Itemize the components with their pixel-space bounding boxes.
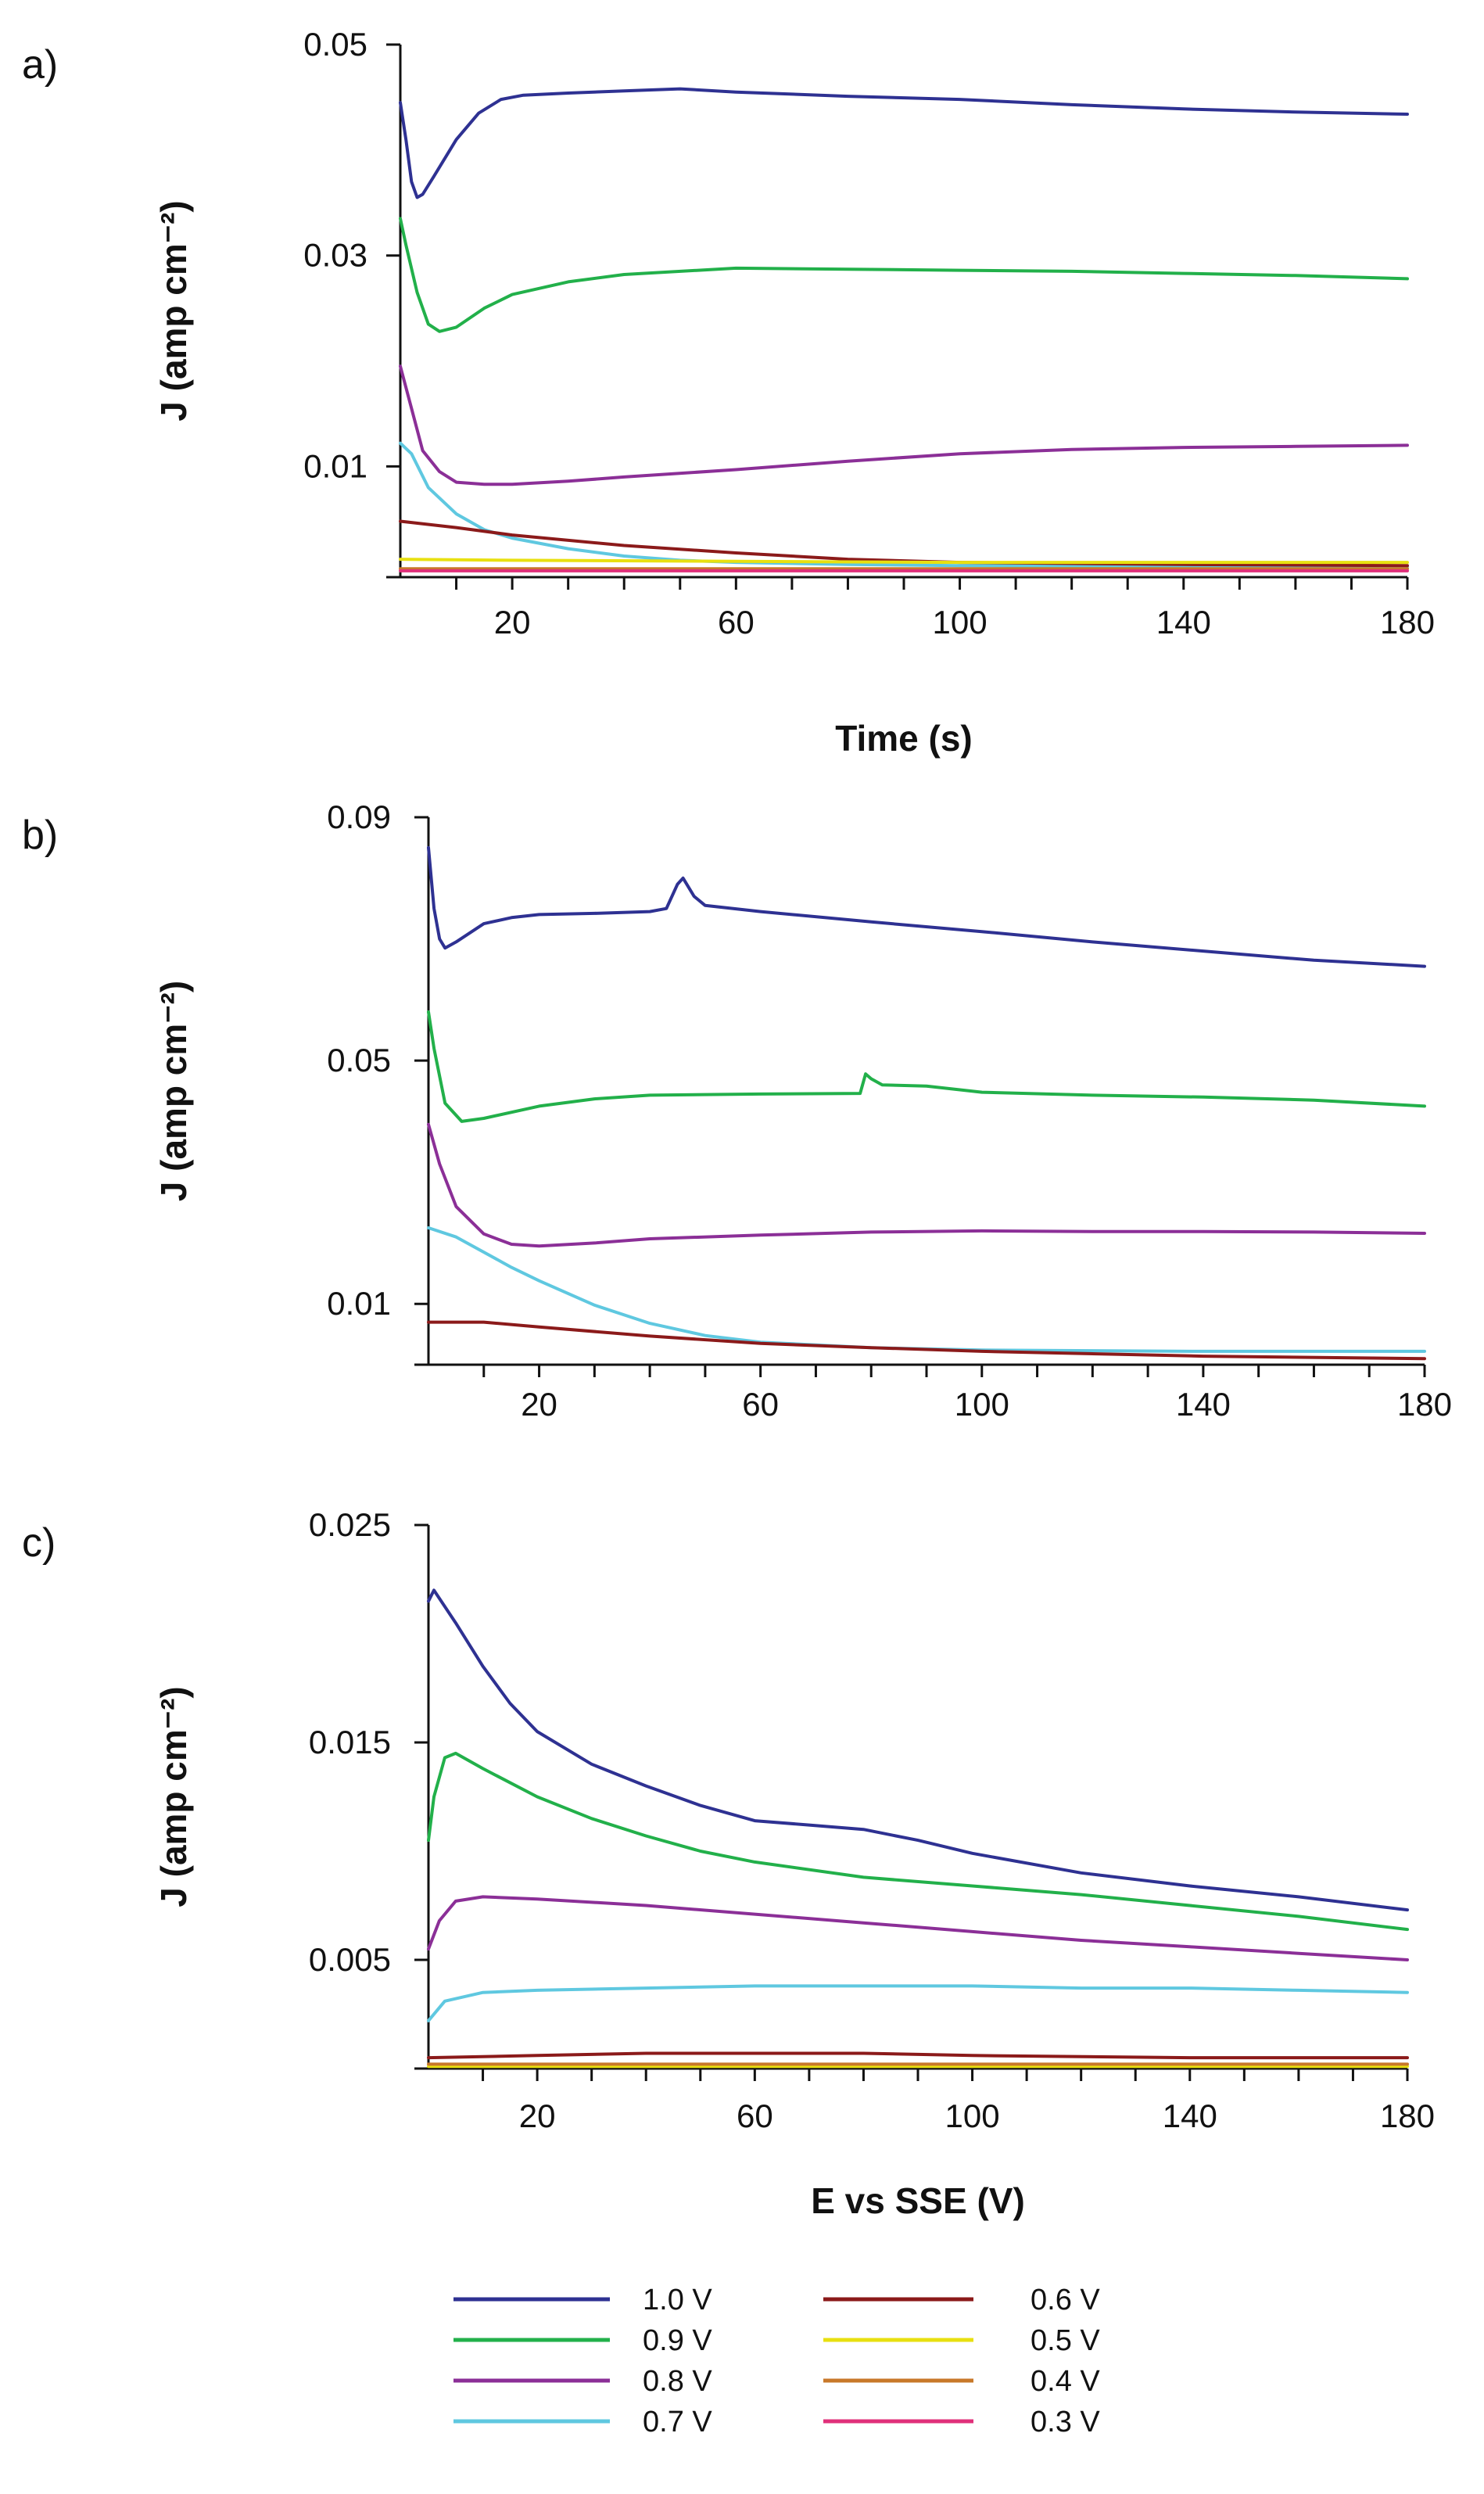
series-line-1-0-v	[399, 87, 1409, 199]
y-tick-label: 0.005	[309, 1941, 391, 1978]
legend-label-0-6-v: 0.6 V	[1031, 2284, 1100, 2316]
x-tick-label: 60	[737, 2097, 773, 2134]
y-tick-label: 0.03	[303, 237, 367, 274]
x-tick-label: 100	[933, 604, 988, 641]
series-line-0-9-v	[399, 217, 1409, 333]
x-tick-label: 60	[742, 1386, 779, 1423]
series-line-0-6-v	[427, 2051, 1409, 2060]
x-tick-label: 100	[955, 1386, 1009, 1423]
series-line-0-8-v	[399, 364, 1409, 486]
y-tick-label: 0.05	[327, 1042, 391, 1078]
series-line-0-7-v	[427, 1984, 1409, 2022]
y-tick-label: 0.01	[303, 447, 367, 484]
series-line-0-9-v	[427, 1010, 1426, 1123]
y-tick-label: 0.01	[327, 1285, 391, 1322]
series-line-0-8-v	[427, 1895, 1409, 1961]
x-tick-label: 140	[1156, 604, 1211, 641]
x-tick-label: 180	[1380, 604, 1435, 641]
panel-2: b) 0.01 0.05 0.09 20 60 100 140 180 J (amp cm⁻²)	[22, 798, 1452, 1423]
panel-1: a) 0.01 0.03 0.05 20 60 100 140 180 J (amp cm⁻²) T…	[22, 26, 1435, 759]
legend-label-1-0-v: 1.0 V	[643, 2284, 712, 2316]
series-line-0-9-v	[427, 1751, 1409, 1932]
panel-label: a)	[22, 42, 58, 88]
series-line-0-8-v	[427, 1122, 1426, 1248]
x-tick-label: 20	[519, 2097, 556, 2134]
series-line-1-0-v	[427, 1588, 1409, 1912]
legend-label-0-4-v: 0.4 V	[1031, 2365, 1100, 2398]
y-axis-title: J (amp cm⁻²)	[153, 981, 194, 1201]
panel-label: c)	[22, 1520, 56, 1566]
series-line-1-0-v	[427, 845, 1426, 968]
legend-label-0-5-v: 0.5 V	[1031, 2324, 1100, 2357]
legend-label-0-7-v: 0.7 V	[643, 2406, 712, 2438]
x-tick-label: 140	[1163, 2097, 1217, 2134]
series-line-0-6-v	[427, 1320, 1426, 1361]
y-axis-title: J (amp cm⁻²)	[153, 1686, 194, 1907]
x-tick-label: 100	[945, 2097, 1000, 2134]
x-tick-label: 20	[521, 1386, 557, 1423]
x-tick-label: 60	[718, 604, 755, 641]
panel-label: b)	[22, 813, 58, 858]
legend-label-0-8-v: 0.8 V	[643, 2365, 712, 2398]
y-tick-label: 0.025	[309, 1506, 391, 1543]
x-axis-title: E vs SSE (V)	[811, 2180, 1025, 2221]
legend-label-0-3-v: 0.3 V	[1031, 2406, 1100, 2438]
x-tick-label: 180	[1397, 1386, 1452, 1423]
y-tick-label: 0.05	[303, 26, 367, 63]
x-tick-label: 180	[1380, 2097, 1435, 2134]
series-line-0-5-v	[399, 558, 1409, 565]
y-axis-title: J (amp cm⁻²)	[153, 200, 194, 421]
y-tick-label: 0.09	[327, 798, 391, 835]
legend-label-0-9-v: 0.9 V	[643, 2324, 712, 2357]
x-axis-title: Time (s)	[835, 718, 973, 759]
x-tick-label: 20	[494, 604, 531, 641]
series-line-0-7-v	[399, 441, 1409, 569]
legend: 1.0 V 0.9 V 0.8 V 0.7 V 0.6 V 0.5 V 0.4 V 0.3 V	[453, 2284, 1100, 2438]
series-line-0-7-v	[427, 1226, 1426, 1353]
x-tick-label: 140	[1176, 1386, 1231, 1423]
panel-3: c) 0.005 0.015 0.025 20 60 100 140 180 J (amp cm⁻…	[22, 1506, 1435, 2221]
y-tick-label: 0.015	[309, 1724, 391, 1760]
